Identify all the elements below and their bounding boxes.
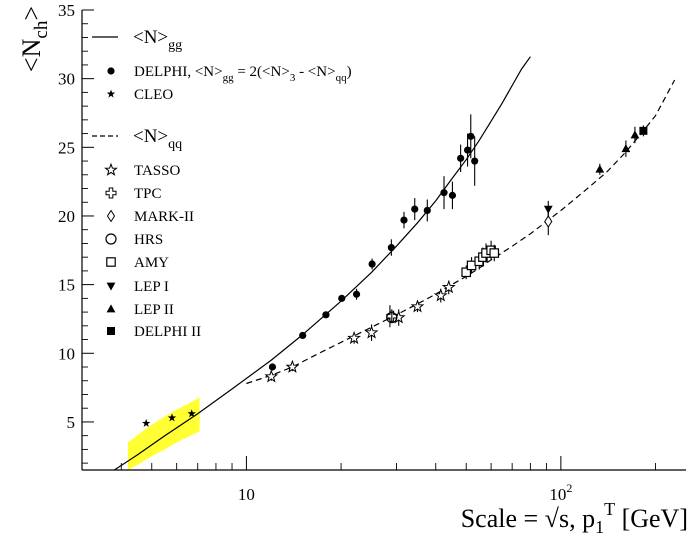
point-delphi [299, 331, 307, 340]
legend-label-hrs: HRS [134, 232, 163, 248]
point-cleo [187, 409, 196, 418]
point-delphi [457, 154, 465, 162]
point-mark-ii [544, 215, 553, 228]
point-delphi [423, 206, 431, 215]
point-delphi [322, 311, 330, 319]
point-delphi [338, 294, 346, 302]
legend-marker-tasso [104, 162, 118, 176]
legend-label-mark-ii: MARK-II [134, 209, 194, 225]
point-delphi [471, 157, 479, 165]
legend-label-lep-ii: LEP II [134, 302, 174, 318]
point-amy [461, 267, 472, 278]
y-tick-label: 5 [67, 413, 76, 432]
y-tick-label: 35 [58, 1, 75, 20]
legend-label-cleo: CLEO [134, 87, 173, 103]
legend-marker-lep-i [106, 282, 116, 291]
point-delphi [440, 189, 448, 197]
point-delphi [448, 191, 457, 199]
legend-label-tpc: TPC [134, 186, 162, 202]
y-tick-label: 30 [58, 70, 75, 89]
axis-layer: 5 10 15 20 25 30 35 10 102 [58, 1, 686, 504]
legend-marker-amy [106, 257, 116, 267]
point-lep-ii [630, 130, 640, 139]
series-lep-i [543, 200, 553, 218]
point-tasso [433, 288, 448, 302]
legend-label-lep-i: LEP I [134, 279, 169, 295]
y-tick-label: 20 [58, 207, 75, 226]
legend-marker-delphi [107, 67, 115, 75]
curve-ngg [113, 56, 531, 470]
legend-marker-lep-ii [106, 304, 116, 313]
point-delphi [467, 132, 475, 140]
point-delphi [463, 146, 472, 154]
point-delphi [268, 363, 277, 371]
x-axis-title: Scale = √s, p1T [GeV] [461, 499, 688, 537]
x-tick-label: 10 [238, 485, 255, 504]
point-tasso [347, 330, 361, 345]
data-point-layer [142, 114, 648, 427]
x-tick-label: 102 [549, 481, 572, 504]
point-tasso [441, 280, 456, 294]
series-delphi-ii [639, 125, 648, 137]
uncertainty-band [127, 397, 200, 470]
point-hrs [386, 311, 398, 324]
legend-marker-hrs [105, 233, 117, 245]
point-delphi [352, 290, 361, 298]
point-tasso [364, 325, 379, 339]
legend-label-amy: AMY [134, 255, 169, 271]
point-cleo [142, 418, 151, 427]
series-amy [461, 240, 500, 280]
y-tick-label: 10 [58, 344, 75, 363]
point-delphi [411, 205, 419, 213]
point-tasso [264, 369, 279, 383]
y-tick-label: 15 [58, 276, 75, 295]
point-lep-ii [595, 164, 605, 173]
point-delphi [400, 216, 408, 224]
legend-marker-delphi-ii [107, 327, 115, 335]
y-tick-label: 25 [58, 138, 75, 157]
series-lep-ii [595, 126, 640, 175]
point-cleo [167, 413, 177, 422]
uncertainty-band-layer [127, 397, 200, 470]
legend: <N>gg DELPHI, <N>gg = 2(<N>3 - <N>qq) CLEO… [92, 27, 352, 340]
point-tasso [410, 299, 425, 313]
series-tasso [264, 280, 456, 383]
point-delphi [387, 243, 395, 252]
series-hrs [386, 311, 398, 324]
series-cleo [142, 409, 196, 427]
series-delphi [268, 114, 479, 371]
point-delphi [368, 260, 376, 268]
y-axis-title: <Nch> [17, 6, 52, 72]
point-amy [489, 248, 500, 258]
point-lep-i [543, 205, 553, 214]
point-tasso [285, 359, 300, 373]
axis-title-layer: Scale = √s, p1T [GeV] <Nch> [17, 6, 688, 537]
legend-label-delphi: DELPHI, <N>gg = 2(<N>3 - <N>qq) [134, 64, 352, 84]
legend-marker-mark-ii [106, 209, 116, 223]
legend-nqq-label: <N>qq [133, 126, 182, 152]
point-lep-ii [621, 144, 631, 153]
legend-marker-tpc [105, 187, 117, 199]
point-delphi-ii [639, 126, 648, 135]
legend-label-tasso: TASSO [134, 163, 180, 179]
legend-ngg-label: <N>gg [133, 27, 182, 53]
legend-label-delphi-ii: DELPHI II [134, 324, 201, 340]
legend-marker-cleo [106, 89, 116, 98]
